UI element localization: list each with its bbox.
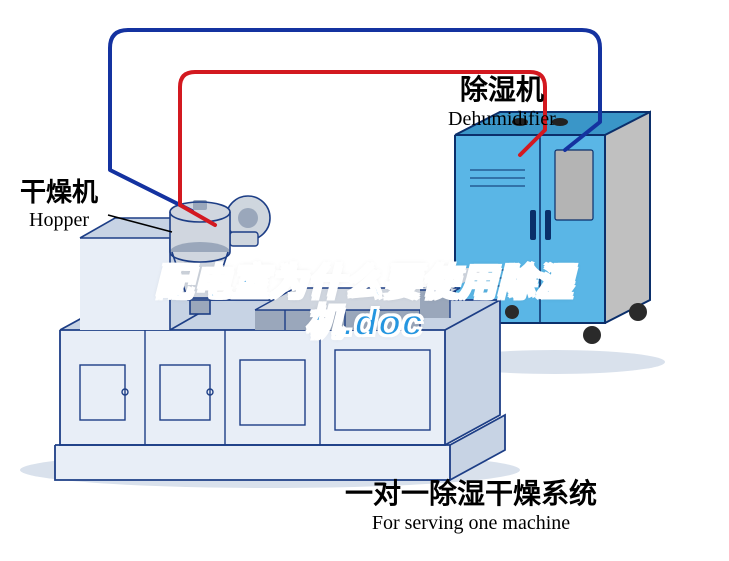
dehum-label-en: Dehumidifier bbox=[448, 108, 556, 131]
hopper-motor bbox=[226, 196, 270, 246]
dehum-label: 除湿机 Dehumidifier bbox=[448, 68, 556, 131]
system-label-en: For serving one machine bbox=[345, 512, 597, 535]
extruder-machine bbox=[55, 218, 505, 480]
overlay-title-line1: 配电室为什么要使用除湿 bbox=[0, 263, 729, 304]
system-label-cn: 一对一除湿干燥系统 bbox=[345, 472, 597, 512]
hopper-label-cn: 干燥机 bbox=[20, 172, 98, 209]
hopper-label-en: Hopper bbox=[20, 209, 98, 232]
system-label: 一对一除湿干燥系统 For serving one machine bbox=[345, 472, 597, 535]
dehum-panel bbox=[555, 150, 593, 220]
overlay-title-line2: 机.doc bbox=[0, 303, 729, 344]
hopper-label: 干燥机 Hopper bbox=[20, 172, 98, 232]
dehum-label-cn: 除湿机 bbox=[448, 68, 556, 108]
